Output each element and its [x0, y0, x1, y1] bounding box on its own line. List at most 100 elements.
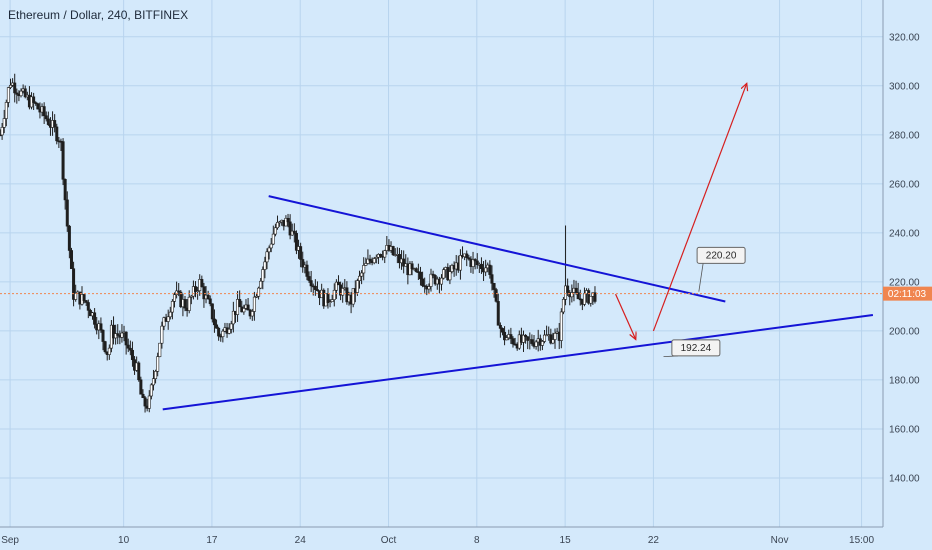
candle-body — [34, 102, 38, 104]
chart-title: Ethereum / Dollar, 240, BITFINEX — [8, 8, 189, 22]
candle-body — [334, 281, 338, 291]
candle-body — [351, 288, 355, 305]
candle-body — [271, 233, 275, 245]
candle-body — [570, 292, 574, 298]
candle-body — [500, 328, 504, 333]
candle-body — [254, 295, 258, 298]
candle-body — [32, 96, 36, 103]
candle-body — [309, 280, 313, 287]
candle-body — [494, 289, 498, 302]
candle-body — [112, 324, 116, 339]
candle-body — [187, 296, 191, 311]
candle-body — [139, 379, 143, 395]
candle-body — [366, 258, 370, 264]
candle-body — [15, 92, 19, 95]
candle-body — [292, 230, 296, 234]
candle-body — [46, 118, 50, 125]
x-tick-label: Nov — [771, 535, 789, 546]
candle-body — [69, 250, 73, 270]
x-tick-label: 8 — [474, 535, 480, 546]
arrows[interactable] — [615, 83, 747, 339]
candle-body — [475, 260, 479, 266]
candle-body — [326, 293, 330, 303]
candles — [0, 73, 597, 413]
candle-body — [576, 292, 580, 300]
candle-body — [414, 268, 418, 272]
candle-body — [229, 323, 233, 330]
candle-body — [549, 334, 553, 344]
candle-body — [107, 347, 111, 355]
candle-body — [498, 324, 502, 329]
candle-body — [336, 281, 340, 286]
candle-body — [559, 311, 563, 341]
candle-body — [130, 349, 134, 360]
candle-body — [543, 334, 547, 342]
candle-body — [147, 395, 151, 409]
y-tick-label: 220.00 — [889, 277, 920, 288]
candle-body — [439, 277, 443, 285]
candle-body — [526, 336, 530, 341]
grid — [0, 0, 883, 527]
candle-body — [172, 294, 176, 302]
axes: 140.00 160.00 180.00 200.00 220.00 240.00 260.… — [0, 0, 920, 546]
candle-body — [114, 333, 118, 339]
candle-body — [238, 299, 242, 308]
current-price: 02:11:03 — [0, 286, 932, 301]
candle-body — [120, 332, 124, 338]
candle-body — [242, 308, 246, 313]
candle-body — [355, 280, 359, 293]
candle-body — [503, 331, 507, 341]
candle-body — [505, 337, 509, 341]
candle-body — [13, 82, 17, 94]
y-tick-label: 180.00 — [889, 375, 920, 386]
candle-body — [215, 324, 219, 329]
candle-body — [465, 253, 469, 258]
candle-body — [509, 334, 513, 339]
trendlines[interactable] — [162, 195, 874, 411]
candle-body — [307, 276, 311, 281]
candle-body — [231, 310, 235, 325]
candle-body — [212, 318, 216, 326]
candle-body — [332, 289, 336, 300]
y-tick-label: 160.00 — [889, 424, 920, 435]
candle-body — [126, 344, 130, 349]
x-tick-label: 24 — [295, 535, 307, 546]
candle-body — [227, 328, 231, 334]
callouts[interactable]: 220.20 192.24 — [663, 246, 746, 358]
candle-body — [116, 333, 120, 336]
x-tick-label: 22 — [648, 535, 660, 546]
candle-body — [372, 258, 376, 264]
x-tick-label: 15:00 — [849, 535, 874, 546]
candle-body — [488, 264, 492, 275]
candle-body — [448, 271, 452, 281]
candle-body — [288, 221, 292, 236]
candle-body — [484, 267, 488, 273]
candle-body — [313, 285, 317, 290]
x-tick-label: Oct — [381, 535, 397, 546]
candle-body — [9, 84, 13, 88]
candle-body — [36, 103, 40, 110]
candle-body — [141, 393, 145, 398]
candle-body — [408, 263, 412, 276]
candle-body — [84, 300, 88, 303]
candle-body — [156, 356, 160, 372]
candle-body — [286, 217, 290, 223]
candle-body — [0, 127, 4, 136]
candle-body — [418, 271, 422, 280]
candle-body — [458, 255, 462, 271]
candle-body — [534, 341, 538, 347]
candle-body — [473, 259, 477, 262]
candle-body — [124, 331, 128, 346]
candle-body — [315, 289, 319, 291]
x-tick-label: 10 — [118, 535, 130, 546]
candle-body — [183, 299, 187, 309]
y-tick-label: 320.00 — [889, 32, 920, 43]
candle-body — [471, 259, 475, 267]
candle-body — [143, 397, 147, 407]
candle-body — [530, 339, 534, 344]
candle-body — [265, 251, 269, 263]
callout-pointer — [698, 263, 704, 292]
candle-body — [301, 259, 305, 268]
